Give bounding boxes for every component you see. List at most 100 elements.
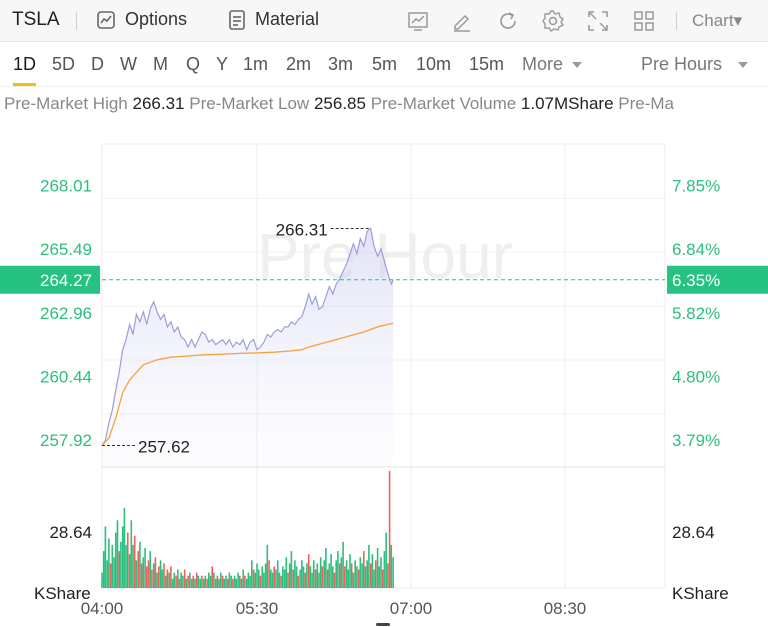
volume-bar — [101, 572, 103, 588]
volume-bar — [233, 575, 236, 588]
volume-bar — [190, 578, 193, 588]
fullscreen-icon[interactable] — [586, 9, 610, 33]
volume-bar — [316, 563, 319, 588]
grid-layout-icon[interactable] — [632, 9, 656, 33]
volume-bar — [385, 532, 387, 588]
volume-bar — [149, 551, 151, 588]
material-label: Material — [255, 9, 320, 29]
volume-bar — [230, 575, 232, 588]
volume-bar — [220, 572, 222, 588]
pencil-icon[interactable] — [450, 9, 474, 33]
volume-bar — [115, 532, 117, 588]
period-15m[interactable]: 15m — [469, 54, 505, 74]
period-1m[interactable]: 1m — [243, 54, 269, 74]
volume-bar — [102, 551, 105, 588]
session-dropdown[interactable]: Pre Hours — [641, 54, 749, 75]
volume-tick-right: 28.64 — [672, 523, 715, 542]
period-3m[interactable]: 3m — [328, 54, 354, 74]
volume-bar — [328, 563, 331, 588]
options-icon — [97, 10, 115, 29]
period-q[interactable]: Q — [186, 54, 201, 74]
volume-bar — [325, 548, 327, 588]
volume-unit-left: KShare — [34, 584, 91, 603]
period-5d[interactable]: 5D — [52, 54, 76, 74]
volume-bar — [347, 569, 350, 588]
volume-bar — [127, 532, 129, 588]
volume-bar — [259, 575, 262, 588]
time-tick-label: 04:00 — [81, 599, 124, 618]
volume-bar — [257, 569, 260, 588]
period-10m[interactable]: 10m — [416, 54, 452, 74]
time-tick-label: 05:30 — [236, 599, 279, 618]
divider — [676, 12, 677, 30]
volume-bar — [242, 569, 244, 588]
volume-bar — [378, 566, 381, 588]
volume-bar — [120, 541, 122, 588]
line-chart-icon[interactable] — [406, 9, 430, 33]
more-periods-dropdown[interactable]: More — [522, 54, 583, 75]
volume-bar — [175, 575, 177, 588]
volume-bar — [302, 566, 305, 588]
volume-bar — [256, 563, 258, 588]
refresh-icon[interactable] — [496, 9, 520, 33]
volume-value: 1.07MShare — [520, 94, 614, 113]
volume-bar — [137, 551, 139, 588]
volume-bar — [333, 572, 336, 588]
volume-bar — [195, 572, 198, 588]
volume-bar — [216, 575, 219, 588]
active-period-indicator — [13, 83, 36, 86]
volume-bar — [139, 541, 141, 588]
ticker-symbol[interactable]: TSLA — [12, 9, 60, 30]
volume-bar — [130, 520, 133, 588]
volume-bars — [101, 471, 394, 588]
volume-bar — [123, 507, 126, 588]
period-m[interactable]: M — [153, 54, 168, 74]
volume-bar — [294, 560, 296, 588]
period-y[interactable]: Y — [216, 54, 229, 74]
volume-bar — [214, 578, 217, 588]
percent-tick-label: 7.85% — [672, 176, 720, 195]
period-d[interactable]: D — [91, 54, 104, 74]
volume-bar — [254, 572, 257, 588]
chart-annotations: 264.27 6.35% 266.31 257.62 — [0, 221, 768, 457]
volume-tick-left: 28.64 — [49, 523, 92, 542]
volume-bar — [373, 569, 375, 588]
options-button[interactable]: Options — [96, 9, 187, 30]
chart-menu-dropdown[interactable]: Chart▾ — [692, 11, 743, 30]
volume-bar — [223, 578, 226, 588]
price-area-fill — [102, 228, 394, 467]
period-1d[interactable]: 1D — [13, 54, 37, 74]
volume-bar — [182, 575, 184, 588]
volume-bar — [239, 575, 241, 588]
volume-bar — [180, 572, 182, 588]
volume-bar — [161, 569, 164, 588]
volume-bar — [332, 566, 334, 588]
period-w[interactable]: W — [120, 54, 137, 74]
scroll-handle[interactable] — [376, 623, 390, 626]
price-tick-label: 260.44 — [40, 367, 92, 386]
volume-bar — [380, 557, 382, 588]
percent-tick-label: 4.80% — [672, 367, 720, 386]
volume-bar — [121, 526, 124, 588]
gear-icon[interactable] — [541, 9, 565, 33]
volume-bar — [335, 560, 337, 588]
volume-bar — [211, 566, 213, 588]
volume-bar — [338, 563, 341, 588]
low-annotation: 257.62 — [138, 438, 190, 457]
period-5m[interactable]: 5m — [372, 54, 398, 74]
volume-bar — [285, 557, 288, 588]
volume-bar — [202, 578, 205, 588]
price-chart[interactable]: Pre Hour 268.01265.49262.96260.44257.92 … — [0, 120, 768, 627]
volume-bar — [364, 566, 367, 588]
period-2m[interactable]: 2m — [286, 54, 312, 74]
pre-market-stats: Pre-Market High 266.31 Pre-Market Low 25… — [4, 94, 674, 114]
volume-bar — [213, 572, 215, 588]
volume-bar — [177, 569, 179, 588]
material-button[interactable]: Material — [228, 9, 319, 30]
volume-bar — [368, 544, 370, 588]
current-percent-tag — [667, 265, 768, 294]
volume-bar — [340, 557, 343, 588]
low-label: Pre-Market Low — [189, 94, 310, 113]
volume-bar — [228, 572, 231, 588]
volume-bar — [249, 575, 251, 588]
